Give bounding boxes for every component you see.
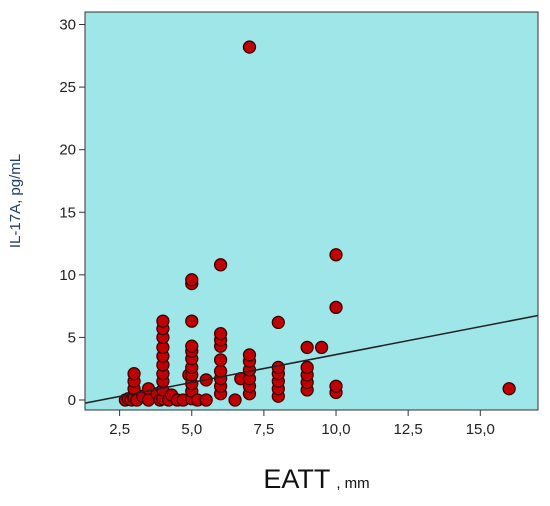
plot-frame	[84, 11, 539, 411]
fit-line	[84, 314, 539, 404]
y-axis: 0 5 10 15 20 25 30	[59, 17, 85, 409]
data-point	[329, 300, 343, 315]
data-point	[271, 360, 285, 375]
x-axis-label-unit: , mm	[336, 475, 369, 492]
y-tick-label: 30	[59, 17, 76, 34]
x-tick-label: 15,0	[466, 421, 495, 438]
y-tick-label: 10	[59, 267, 76, 284]
x-axis: 2,5 5,0 7,5 10,0 12,5 15,0	[109, 410, 495, 438]
data-point	[271, 315, 285, 330]
data-point	[185, 339, 199, 353]
data-point	[213, 327, 228, 341]
data-point	[156, 314, 170, 328]
data-point	[127, 367, 141, 381]
data-point	[242, 40, 257, 54]
data-point	[185, 273, 199, 287]
x-tick-label: 7,5	[253, 421, 274, 438]
data-point	[502, 382, 516, 396]
y-tick-label: 15	[59, 204, 76, 221]
x-axis-label-main: EATT	[263, 464, 330, 494]
x-tick-label: 12,5	[394, 421, 423, 438]
y-tick-label: 25	[59, 79, 76, 96]
y-tick-label: 5	[68, 329, 76, 346]
x-tick-label: 10,0	[321, 421, 350, 438]
data-point	[213, 353, 228, 367]
y-tick-label: 0	[68, 392, 76, 409]
data-point	[300, 340, 314, 355]
data-point	[199, 393, 213, 407]
data-point	[329, 248, 343, 262]
x-tick-label: 2,5	[109, 421, 130, 438]
y-tick-label: 20	[59, 142, 76, 159]
x-axis-label: EATT , mm	[263, 464, 369, 494]
data-point	[314, 340, 329, 355]
data-point	[185, 314, 199, 328]
y-axis-label: IL-17A, pg/mL	[7, 154, 24, 248]
data-point	[242, 348, 257, 362]
data-point	[300, 360, 314, 375]
data-point	[228, 393, 242, 407]
data-point	[213, 258, 228, 272]
data-point	[329, 379, 343, 393]
x-tick-label: 5,0	[181, 421, 202, 438]
